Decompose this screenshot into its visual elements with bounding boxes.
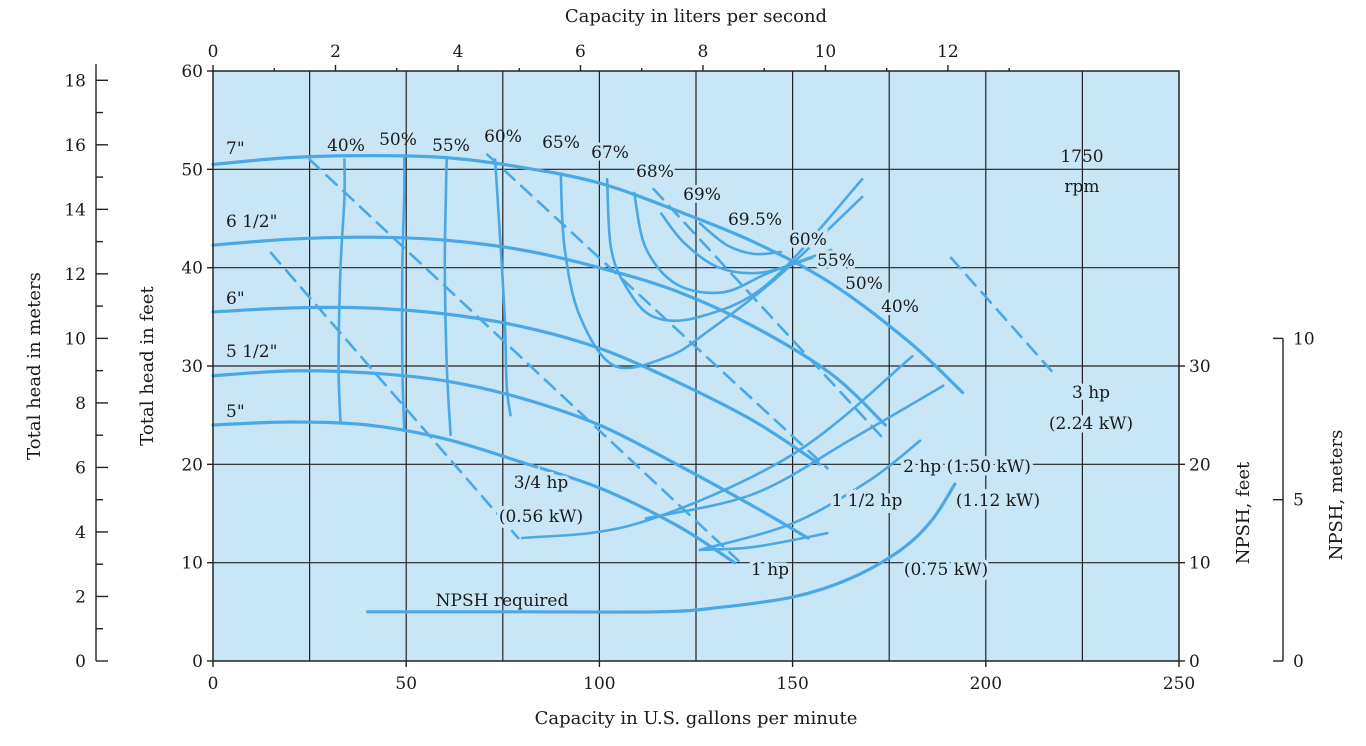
x-bottom-tick-label: 200 <box>970 674 1002 694</box>
x-bottom-tick-label: 50 <box>395 674 417 694</box>
impeller-curve-6 <box>211 305 822 466</box>
efficiency-curve-label: 55% <box>432 136 470 156</box>
power-line <box>269 251 520 540</box>
x-bottom-tick-label: 250 <box>1163 674 1195 694</box>
y-left-feet-tick-label: 0 <box>192 652 203 672</box>
efficiency-curve-label: 69% <box>683 185 721 205</box>
y-left-meters-tick-label: 16 <box>64 136 86 156</box>
y-left-meters-tick-label: 4 <box>75 523 86 543</box>
efficiency-curve <box>644 384 945 520</box>
speed-label-value: 1750 <box>1060 147 1103 167</box>
curves <box>211 153 1053 614</box>
power-line <box>949 256 1053 373</box>
efficiency-curve <box>493 158 512 417</box>
npsh-required-curve <box>366 482 957 614</box>
efficiency-curve <box>559 173 864 370</box>
power-line <box>308 158 740 562</box>
y-right-npsh-meters-tick-label: 5 <box>1293 491 1304 511</box>
efficiency-curve-label: 40% <box>881 297 919 317</box>
y-left-meters-tick-label: 0 <box>75 652 86 672</box>
x-top-tick-label: 2 <box>330 42 341 62</box>
efficiency-curve <box>400 154 406 433</box>
efficiency-curve <box>698 222 783 256</box>
efficiency-curve <box>443 156 452 437</box>
y-left-meters-tick-label: 2 <box>75 587 86 607</box>
efficiency-curve <box>698 531 829 552</box>
y-left-meters-tick-label: 14 <box>64 200 86 220</box>
efficiency-curve-label: 68% <box>636 162 674 182</box>
y-right-npsh-meters-tick-label: 10 <box>1293 329 1315 349</box>
efficiency-curve-label: 50% <box>845 274 883 294</box>
grid-lines <box>213 71 1179 661</box>
x-top-tick-label: 12 <box>937 42 959 62</box>
y-left-meters-tick-label: 12 <box>64 265 86 285</box>
impeller-curve-label: 6" <box>226 289 245 309</box>
x-top-axis-title: Capacity in liters per second <box>565 6 827 27</box>
y-right-npsh-feet-tick-label: 30 <box>1189 357 1211 377</box>
power-line-sublabel: (0.75 kW) <box>904 560 988 580</box>
efficiency-curve-label: 55% <box>817 251 855 271</box>
y-left-feet-tick-label: 10 <box>181 554 203 574</box>
y-right-npsh-meters-axis-title: NPSH, meters <box>1326 430 1347 561</box>
y-right-npsh-feet-tick-label: 0 <box>1189 652 1200 672</box>
y-left-meters-tick-label: 18 <box>64 71 86 91</box>
efficiency-curve-label: 69.5% <box>728 210 782 230</box>
y-right-npsh-feet-tick-label: 10 <box>1189 554 1211 574</box>
y-left-meters-tick-label: 8 <box>75 394 86 414</box>
x-bottom-tick-label: 0 <box>208 674 219 694</box>
speed-label-unit: rpm <box>1064 177 1099 197</box>
efficiency-curve-label: 60% <box>789 230 827 250</box>
impeller-curve-6-1-2 <box>211 235 887 427</box>
y-right-npsh-feet-tick-label: 20 <box>1189 455 1211 475</box>
x-top-tick-label: 8 <box>698 42 709 62</box>
power-line-label: 2 hp (1.50 kW) <box>903 457 1031 477</box>
y-right-npsh-feet-axis-title: NPSH, feet <box>1233 461 1254 564</box>
x-top-tick-label: 0 <box>208 42 219 62</box>
power-line-label: 3/4 hp <box>514 473 569 493</box>
x-top-tick-label: 6 <box>575 42 586 62</box>
power-line <box>486 153 829 470</box>
npsh-required-label: NPSH required <box>436 591 569 611</box>
impeller-curve-label: 7" <box>226 139 245 159</box>
efficiency-curve <box>337 158 346 425</box>
y-left-feet-tick-label: 20 <box>181 455 203 475</box>
y-left-feet-axis-title: Total head in feet <box>137 286 158 446</box>
y-right-npsh-meters-tick-label: 0 <box>1293 652 1304 672</box>
efficiency-curve <box>659 212 814 275</box>
efficiency-curve <box>698 439 922 552</box>
x-top-tick-label: 4 <box>453 42 464 62</box>
impeller-curve-label: 5" <box>226 402 245 422</box>
y-left-meters-tick-label: 10 <box>64 329 86 349</box>
y-left-feet-tick-label: 30 <box>181 357 203 377</box>
power-line-sublabel: (0.56 kW) <box>499 507 583 527</box>
efficiency-curve-label: 60% <box>484 127 522 147</box>
efficiency-curve-label: 65% <box>542 133 580 153</box>
efficiency-curve <box>520 354 914 540</box>
x-bottom-tick-label: 150 <box>776 674 808 694</box>
y-left-meters-axis-title: Total head in meters <box>24 272 45 460</box>
power-line-label: 1 1/2 hp <box>832 491 903 511</box>
x-bottom-tick-label: 100 <box>583 674 615 694</box>
power-line-sublabel: (1.12 kW) <box>956 491 1040 511</box>
impeller-curve-label: 6 1/2" <box>226 212 277 232</box>
power-line-sublabel: (2.24 kW) <box>1049 414 1133 434</box>
impeller-curve-5 <box>211 420 737 565</box>
impeller-curve-label: 5 1/2" <box>226 342 277 362</box>
y-left-feet-tick-label: 50 <box>181 160 203 180</box>
power-line-label: 3 hp <box>1072 383 1110 403</box>
efficiency-curve-label: 67% <box>591 143 629 163</box>
x-bottom-axis-title: Capacity in U.S. gallons per minute <box>535 708 858 729</box>
power-line <box>652 187 887 442</box>
efficiency-curve-label: 50% <box>379 130 417 150</box>
power-line-label: 1 hp <box>751 560 789 580</box>
efficiency-curve-label: 40% <box>327 136 365 156</box>
y-left-feet-tick-label: 60 <box>181 62 203 82</box>
x-top-tick-label: 10 <box>815 42 837 62</box>
curve-labels: 7"6 1/2"6"5 1/2"5"40% 50% 55% 60% 65% 67%68%6… <box>226 127 1137 611</box>
y-left-feet-tick-label: 40 <box>181 259 203 279</box>
y-left-meters-tick-label: 6 <box>75 458 86 478</box>
